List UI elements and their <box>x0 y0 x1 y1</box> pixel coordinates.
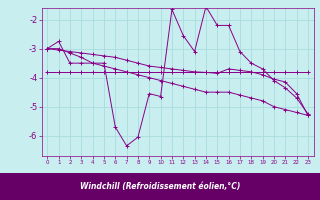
Text: Windchill (Refroidissement éolien,°C): Windchill (Refroidissement éolien,°C) <box>80 182 240 192</box>
